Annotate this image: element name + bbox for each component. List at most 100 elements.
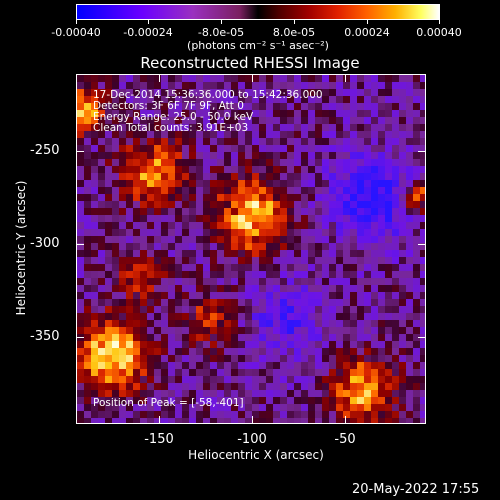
heatmap-pixel [161, 257, 168, 264]
heatmap-pixel [399, 82, 406, 89]
heatmap-pixel [385, 124, 392, 131]
heatmap-pixel [399, 376, 406, 383]
heatmap-pixel [343, 124, 350, 131]
heatmap-pixel [392, 215, 399, 222]
heatmap-pixel [406, 222, 413, 229]
heatmap-pixel [154, 236, 161, 243]
heatmap-pixel [238, 348, 245, 355]
heatmap-pixel [168, 82, 175, 89]
heatmap-pixel [245, 334, 252, 341]
heatmap-pixel [203, 257, 210, 264]
heatmap-pixel [308, 194, 315, 201]
heatmap-pixel [91, 292, 98, 299]
heatmap-pixel [105, 215, 112, 222]
heatmap-pixel [329, 82, 336, 89]
heatmap-pixel [294, 110, 301, 117]
heatmap-pixel [252, 159, 259, 166]
heatmap-pixel [357, 397, 364, 404]
heatmap-pixel [112, 411, 119, 418]
heatmap-pixel [399, 159, 406, 166]
heatmap-pixel [238, 278, 245, 285]
heatmap-pixel [224, 306, 231, 313]
heatmap-pixel [420, 299, 425, 306]
heatmap-pixel [126, 383, 133, 390]
heatmap-pixel [315, 236, 322, 243]
heatmap-pixel [77, 320, 84, 327]
heatmap-pixel [266, 89, 273, 96]
heatmap-pixel [126, 173, 133, 180]
heatmap-pixel [84, 236, 91, 243]
heatmap-pixel [385, 159, 392, 166]
heatmap-pixel [210, 320, 217, 327]
heatmap-pixel [308, 243, 315, 250]
heatmap-pixel [301, 348, 308, 355]
heatmap-pixel [315, 341, 322, 348]
heatmap-pixel [371, 159, 378, 166]
heatmap-pixel [168, 257, 175, 264]
heatmap-pixel [210, 159, 217, 166]
heatmap-pixel [357, 229, 364, 236]
heatmap-pixel [161, 89, 168, 96]
heatmap-pixel [378, 299, 385, 306]
heatmap-pixel [287, 376, 294, 383]
heatmap-pixel [378, 222, 385, 229]
heatmap-pixel [399, 264, 406, 271]
heatmap-pixel [252, 110, 259, 117]
heatmap-pixel [322, 208, 329, 215]
heatmap-pixel [175, 236, 182, 243]
heatmap-pixel [322, 131, 329, 138]
heatmap-pixel [91, 278, 98, 285]
heatmap-pixel [140, 75, 147, 82]
heatmap-pixel [350, 411, 357, 418]
heatmap-pixel [77, 341, 84, 348]
heatmap-pixel [350, 313, 357, 320]
heatmap-pixel [287, 173, 294, 180]
heatmap-pixel [413, 236, 420, 243]
heatmap-pixel [252, 376, 259, 383]
heatmap-pixel [126, 376, 133, 383]
heatmap-pixel [168, 131, 175, 138]
heatmap-pixel [84, 397, 91, 404]
heatmap-pixel [252, 250, 259, 257]
heatmap-pixel [154, 229, 161, 236]
heatmap-pixel [105, 257, 112, 264]
heatmap-pixel [84, 313, 91, 320]
heatmap-pixel [105, 383, 112, 390]
heatmap-pixel [385, 187, 392, 194]
heatmap-pixel [224, 208, 231, 215]
heatmap-pixel [203, 271, 210, 278]
heatmap-pixel [91, 250, 98, 257]
heatmap-pixel [147, 159, 154, 166]
heatmap-pixel [196, 89, 203, 96]
heatmap-pixel [224, 369, 231, 376]
heatmap-pixel [343, 229, 350, 236]
heatmap-pixel [196, 201, 203, 208]
heatmap-pixel [378, 418, 385, 423]
heatmap-pixel [140, 187, 147, 194]
heatmap-pixel [266, 75, 273, 82]
heatmap-pixel [413, 222, 420, 229]
heatmap-pixel [105, 313, 112, 320]
heatmap-pixel [238, 313, 245, 320]
heatmap-pixel [294, 250, 301, 257]
heatmap-pixel [294, 327, 301, 334]
heatmap-pixel [329, 397, 336, 404]
heatmap-pixel [252, 292, 259, 299]
heatmap-pixel [371, 138, 378, 145]
heatmap-pixel [140, 341, 147, 348]
heatmap-pixel [119, 299, 126, 306]
heatmap-pixel [343, 390, 350, 397]
heatmap-pixel [210, 110, 217, 117]
heatmap-pixel [266, 180, 273, 187]
heatmap-pixel [322, 75, 329, 82]
heatmap-pixel [77, 278, 84, 285]
heatmap-pixel [378, 208, 385, 215]
heatmap-pixel [322, 243, 329, 250]
heatmap-pixel [203, 222, 210, 229]
heatmap-pixel [203, 327, 210, 334]
heatmap-pixel [259, 236, 266, 243]
heatmap-pixel [385, 194, 392, 201]
heatmap-pixel [210, 411, 217, 418]
heatmap-pixel [399, 222, 406, 229]
heatmap-pixel [252, 320, 259, 327]
